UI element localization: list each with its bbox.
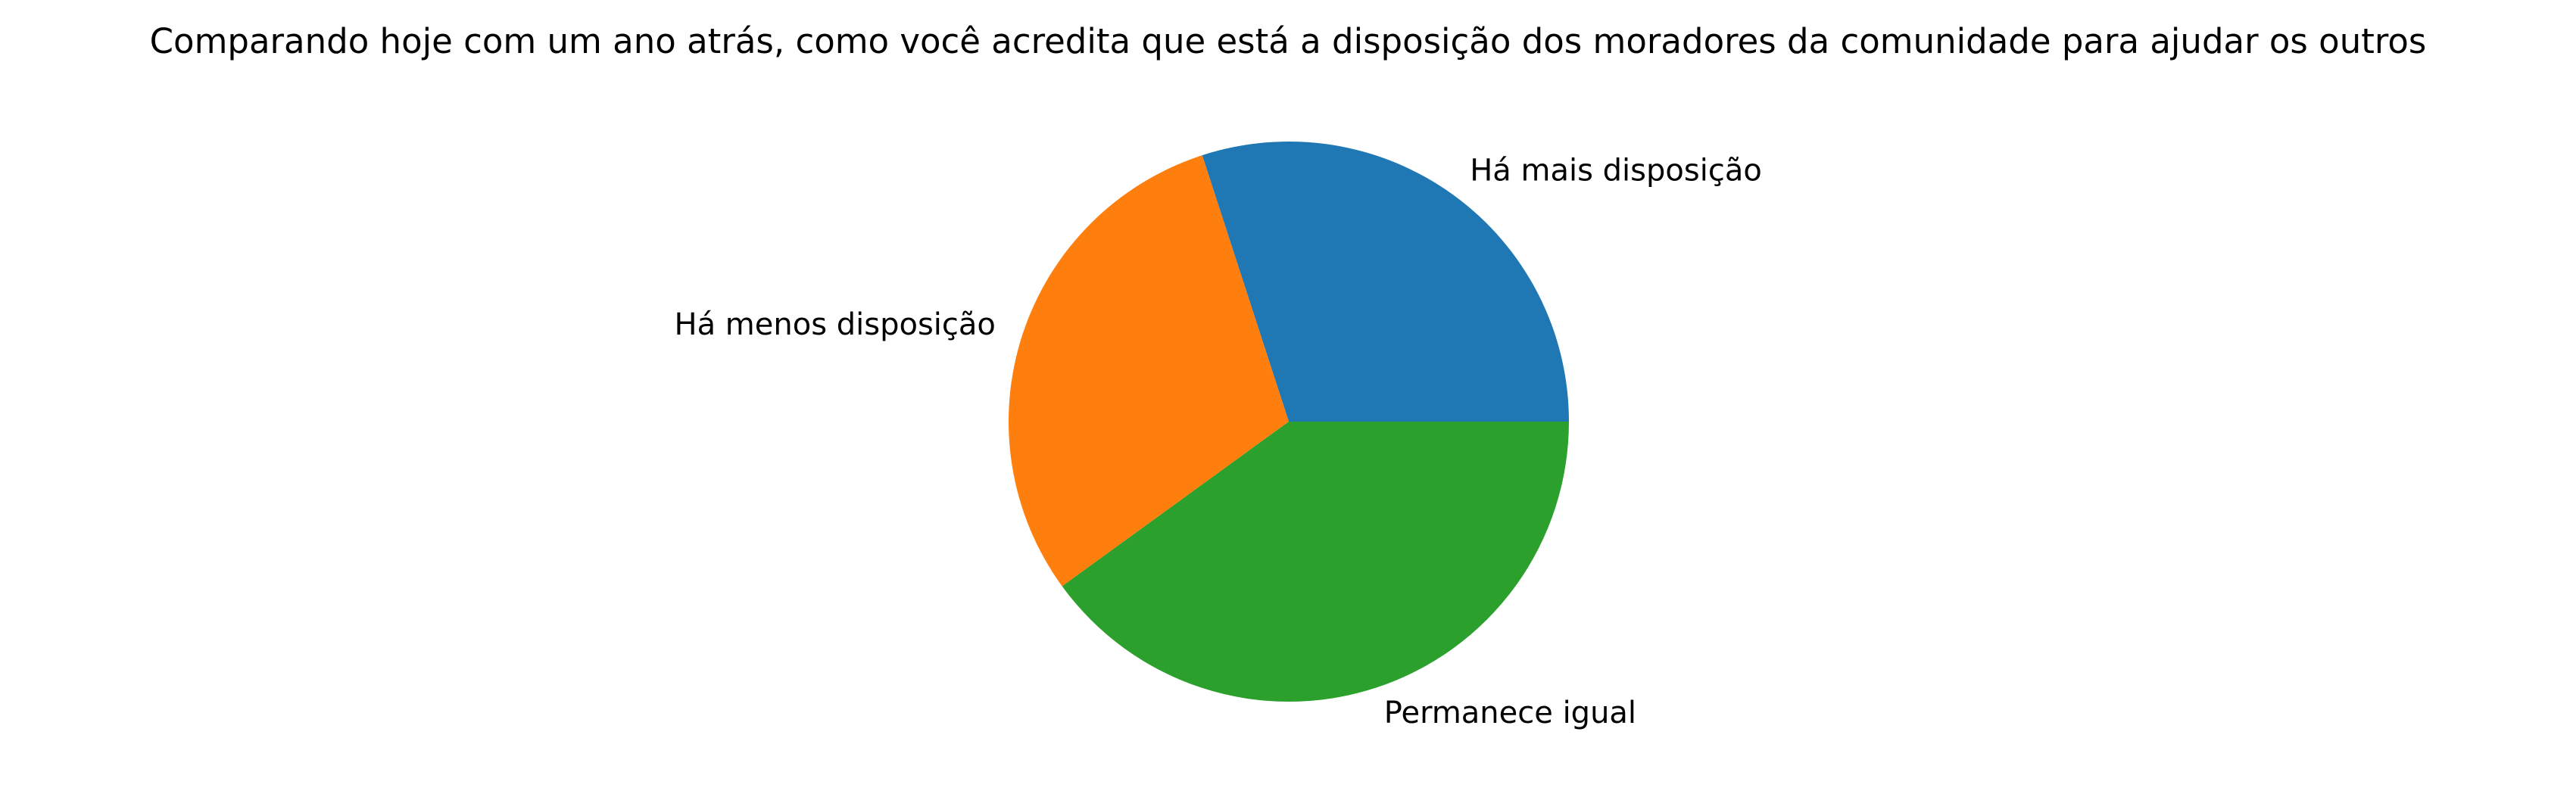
pie-label-ha-mais-disposicao: Há mais disposição [1470, 154, 1762, 188]
pie-label-ha-menos-disposicao: Há menos disposição [675, 307, 996, 342]
pie-slice-ha-mais-disposicao [1202, 142, 1569, 422]
pie-label-permanece-igual: Permanece igual [1384, 696, 1636, 730]
pie-slice-ha-menos-disposicao [1009, 155, 1289, 587]
pie-slice-permanece-igual [1062, 422, 1569, 702]
pie-slice-labels: Há mais disposição Há menos disposição Per… [675, 154, 1762, 730]
chart-title: Comparando hoje com um ano atrás, como v… [150, 21, 2427, 61]
pie-slices [1009, 142, 1569, 702]
